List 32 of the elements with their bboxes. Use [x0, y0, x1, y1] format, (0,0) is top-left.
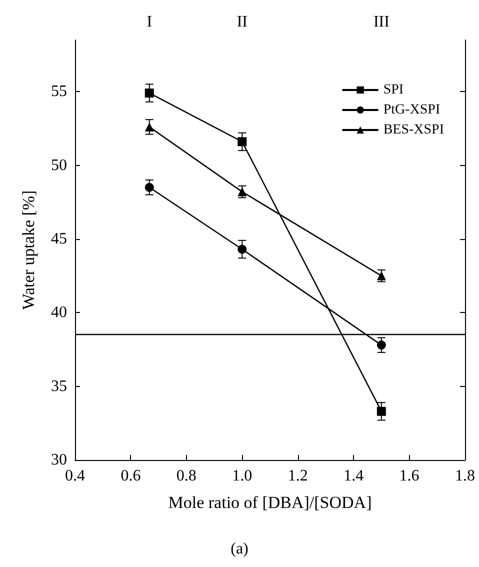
x-tick-label: 0.4: [65, 468, 85, 484]
y-tick-label: 30: [51, 452, 67, 468]
text: III: [373, 14, 390, 30]
x-tick-label: 1.6: [399, 468, 420, 484]
y-tick-label: 55: [51, 83, 67, 100]
x-tick-label: 0.6: [120, 468, 141, 484]
point: [144, 88, 154, 98]
x-axis-title: Mole ratio of [DBA]/[SODA]: [168, 493, 372, 512]
text: II: [236, 14, 248, 30]
y-tick-label: 50: [51, 156, 67, 174]
legend-label: SPI: [383, 82, 404, 98]
point: [376, 406, 386, 416]
point: [376, 340, 386, 350]
point: [238, 244, 247, 254]
y-axis-title: Water uptake [%]: [19, 190, 38, 310]
point: [238, 137, 247, 146]
text: I: [146, 14, 152, 30]
y-tick-label: 35: [51, 378, 67, 395]
x-tick-label: 1.8: [455, 468, 475, 484]
legend-label: BES-XSPI: [383, 122, 444, 138]
y-tick-label: 40: [51, 304, 67, 322]
y-tick-label: 45: [51, 230, 67, 248]
point: [238, 187, 247, 196]
text: (a): [230, 540, 248, 558]
point: [144, 182, 154, 192]
legend-label: PtG-XSPI: [383, 102, 440, 118]
x-tick-label: 0.8: [176, 468, 196, 484]
x-tick-label: 1.0: [232, 468, 252, 484]
point: [144, 122, 154, 132]
x-tick-label: 1.4: [344, 468, 364, 484]
point: [376, 271, 386, 280]
x-tick-label: 1.2: [288, 468, 308, 484]
